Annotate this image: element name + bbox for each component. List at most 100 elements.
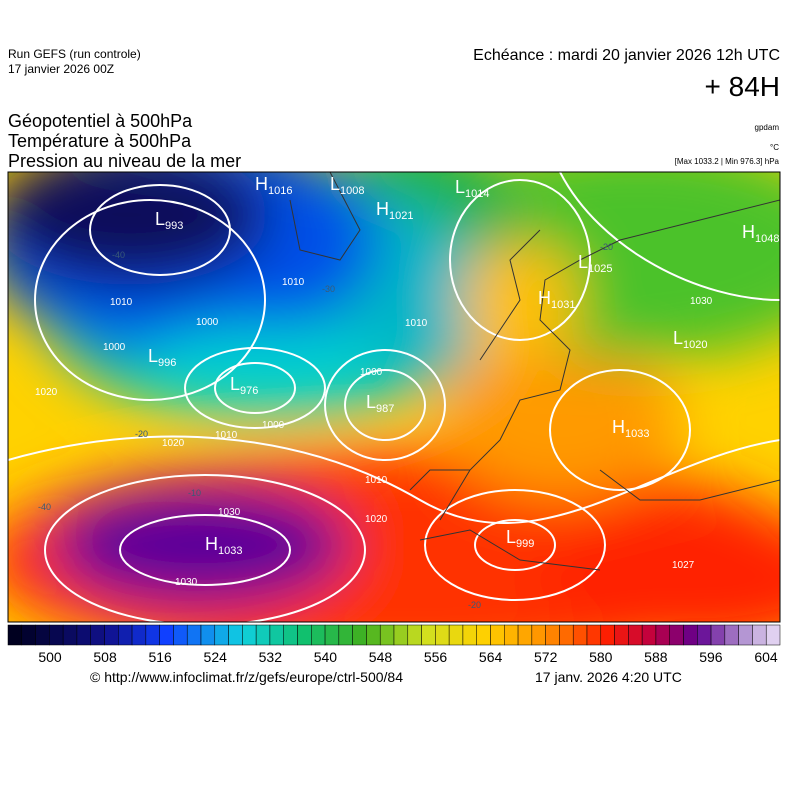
center-value: 999 [516,538,534,550]
colorbar-swatch [572,624,588,646]
pressure-center: L1025 [578,252,613,275]
pressure-center: L1014 [455,177,490,200]
isobar-label: 1030 [690,296,713,307]
colorbar-swatch [531,624,546,646]
colorbar-label: 564 [479,649,503,665]
colorbar-swatch [614,624,629,646]
center-value: 1014 [465,188,489,200]
colorbar-label: 540 [314,649,338,665]
colorbar-swatch [228,624,243,646]
colorbar-swatch [517,624,533,646]
colorbar-label: 596 [699,649,723,665]
center-type: H [612,417,625,437]
center-type: H [255,174,268,194]
center-value: 1031 [551,299,575,311]
colorbar-swatch [297,624,312,646]
isobar-label: 1027 [672,560,695,571]
colorbar-swatch [283,624,298,646]
unit: gpdam [755,123,780,132]
colorbar-swatch [352,624,367,646]
isobar-label: 1020 [162,438,185,449]
colorbar-label: 548 [369,649,393,665]
colorbar-swatch [683,624,698,646]
colorbar-label: 580 [589,649,613,665]
colorbar-swatch [545,624,560,646]
colorbar-swatch [752,624,767,646]
colorbar-swatch [586,624,602,646]
temperature-label: -40 [112,250,125,260]
colorbar-label: 516 [148,649,172,665]
colorbar-swatch [407,624,422,646]
isobar-label: 1000 [103,342,126,353]
isobar-label: 1000 [262,420,285,431]
colorbar-swatch [462,624,477,646]
isobar-label: 1010 [405,318,428,329]
colorbar-swatch [214,624,229,646]
colorbar-swatch [159,624,174,646]
colorbar-swatch [269,624,284,646]
colorbar-swatch [7,624,23,646]
temperature-label: -30 [322,284,335,294]
isobar-label: 1010 [365,475,388,486]
colorbar-swatch [641,624,657,646]
isobar-label: 1030 [175,577,198,588]
center-type: L [578,252,588,272]
colorbar-label: 508 [93,649,117,665]
pressure-center: L1008 [330,174,365,197]
colorbar-swatch [90,624,105,646]
center-value: 1033 [625,428,649,440]
center-value: 1025 [588,263,612,275]
isobar-label: 1010 [110,297,133,308]
run: Run GEFS (run controle) [8,47,141,61]
colorbar-swatch [710,624,726,646]
colorbar-swatch [104,624,119,646]
center-type: L [455,177,465,197]
center-type: L [155,209,165,229]
colorbar-swatch [504,624,519,646]
pressure-center: H1021 [376,199,413,222]
colorbar-swatch [738,624,753,646]
colorbar-swatch [697,624,712,646]
pressure-center: L976 [230,374,258,397]
center-type: L [506,527,516,547]
isobar-label: 1010 [215,430,238,441]
colorbar-swatch [145,624,160,646]
center-type: H [376,199,389,219]
isobar-label: 1000 [360,367,383,378]
colorbar-label: 556 [424,649,448,665]
isobar-label: 1020 [365,514,388,525]
source: © http://www.infoclimat.fr/z/gefs/europe… [90,669,403,685]
colorbar-swatch [421,624,436,646]
temperature-label: -20 [600,242,613,252]
title: Température à 500hPa [8,131,192,151]
colorbar-swatch [724,624,739,646]
colorbar-swatch [131,624,147,646]
unit: °C [770,143,779,152]
center-type: L [673,328,683,348]
pressure-center: H1048 [742,222,779,245]
pressure-center: H1031 [538,288,575,311]
pressure-center: L999 [506,527,534,550]
isobar-label: 1030 [218,507,241,518]
colorbar-swatch [173,624,188,646]
colorbar-swatch [311,624,326,646]
colorbar-label: 572 [534,649,558,665]
lead-time: + 84H [705,71,781,102]
colorbar-swatch [490,624,505,646]
colorbar-swatch [62,624,78,646]
colorbar-label: 524 [204,649,228,665]
center-value: 1033 [218,545,242,557]
colorbar-swatch [379,624,395,646]
colorbar-swatch [628,624,643,646]
colorbar-swatch [242,624,257,646]
pressure-center: L987 [366,392,394,415]
title: Pression au niveau de la mer [8,151,241,171]
center-type: H [205,534,218,554]
pressure-center: H1033 [205,534,242,557]
colorbar-swatch [765,624,781,646]
isobar-label: 1000 [196,317,219,328]
colorbar-swatch [338,624,353,646]
